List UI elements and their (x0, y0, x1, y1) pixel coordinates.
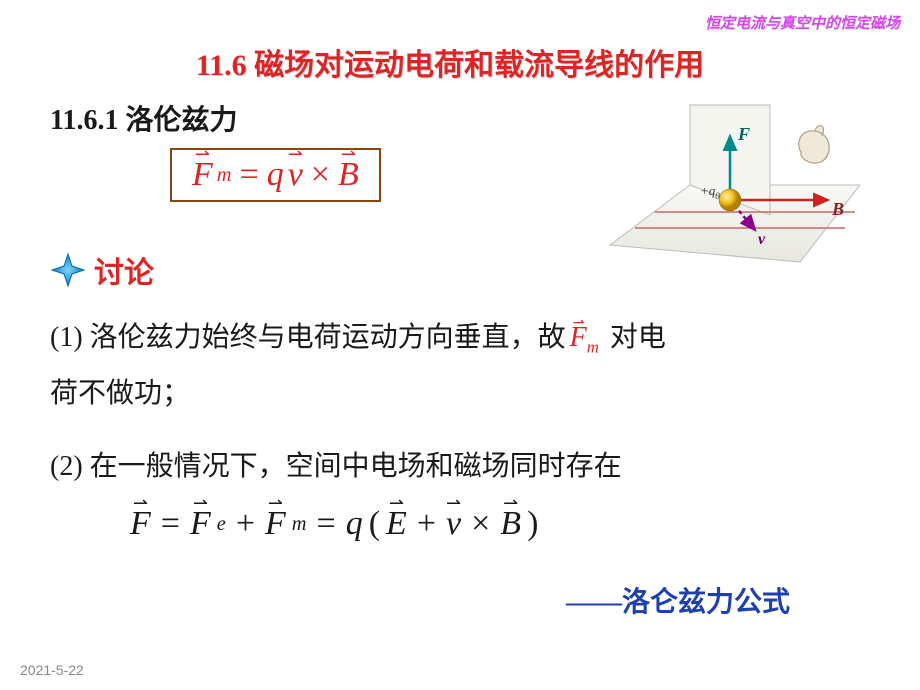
star-icon (50, 252, 86, 288)
date-stamp: 2021-5-22 (20, 662, 84, 678)
formula-name-label: ——洛仑兹力公式 (566, 580, 790, 620)
diagram-b-label: B (831, 199, 844, 219)
diagram-f-label: F (737, 124, 750, 144)
discuss-label: 讨论 (94, 248, 154, 292)
diagram-v-label: v (758, 231, 766, 248)
combined-force-formula: ⇀F = ⇀Fe + ⇀Fm = q(⇀E + ⇀v × ⇀B) (130, 505, 538, 543)
discuss-header: 讨论 (50, 248, 154, 292)
lorentz-diagram: F B v +q0 (600, 100, 860, 275)
header-banner: 恒定电流与真空中的恒定磁场 (705, 12, 900, 33)
section-title: 11.6 磁场对运动电荷和载流导线的作用 (60, 40, 840, 84)
subsection-title: 11.6.1 洛伦兹力 (50, 98, 237, 138)
discussion-point-1: (1) 洛伦兹力始终与电荷运动方向垂直，故⇀Fm 对电 荷不做功； (50, 310, 860, 422)
lorentz-formula-box: ⇀Fm = q ⇀v × ⇀B (170, 148, 381, 202)
discussion-point-2: (2) 在一般情况下，空间中电场和磁场同时存在 (50, 444, 860, 484)
